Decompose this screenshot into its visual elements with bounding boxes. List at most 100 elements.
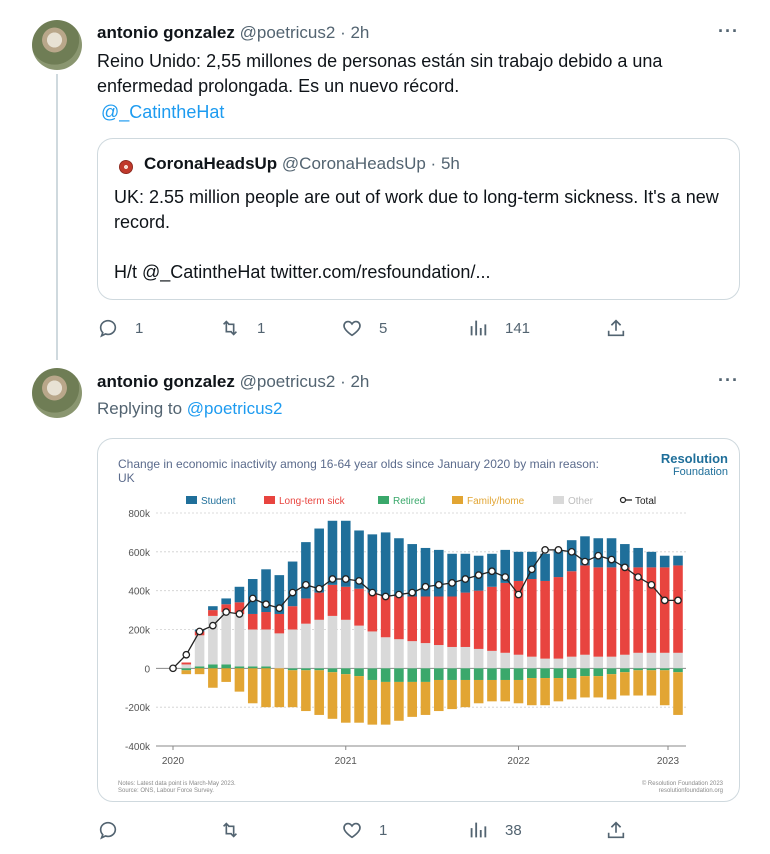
reply-button[interactable]: 1 [97,316,143,340]
bar-long-term-sick [527,579,537,657]
author-handle[interactable]: @poetricus2 [239,23,336,42]
x-tick-label: 2020 [162,756,185,767]
bar-other [287,629,298,669]
x-tick-label: 2022 [507,756,530,767]
bar-other [460,646,471,669]
tweet-text: Reino Unido: 2,55 millones de personas e… [97,49,727,99]
total-point [315,584,324,593]
bar-long-term-sick [354,588,364,626]
like-button[interactable]: 5 [341,316,387,340]
legend-swatch [264,496,275,504]
bar-other [367,631,378,669]
like-button[interactable]: 1 [341,818,387,842]
bar-family-home [247,668,258,704]
share-button[interactable] [605,316,643,340]
retweet-button[interactable]: 1 [219,316,265,340]
bar-family-home [194,668,205,675]
bar-student [407,544,417,597]
bar-family-home [274,668,285,708]
retweet-button[interactable] [219,818,257,842]
total-point [262,600,270,609]
bar-long-term-sick [646,567,657,653]
timestamp[interactable]: 2h [350,372,370,391]
more-options-icon[interactable]: ··· [718,370,739,390]
bar-student [513,551,524,581]
bar-retired [553,668,564,679]
views-button[interactable]: 141 [467,316,530,340]
bar-family-home [500,679,511,702]
chart-image[interactable]: Change in economic inactivity among 16-6… [97,438,740,802]
quoted-tweet[interactable]: CoronaHeadsUp @CoronaHeadsUp · 5h UK: 2.… [97,138,740,300]
bar-other [340,619,351,669]
chart-credit-url: resolutionfoundation.org [659,788,723,794]
author-name[interactable]: antonio gonzalez [97,23,235,42]
retweet-icon [222,320,238,336]
bar-other [301,623,311,669]
bar-retired [513,668,524,680]
bar-long-term-sick [673,565,683,653]
bar-retired [540,668,550,679]
bar-retired [340,668,351,675]
bar-student [340,520,351,587]
share-button[interactable] [605,818,643,842]
replying-handle-link[interactable]: @poetricus2 [186,399,283,418]
avatar[interactable] [32,368,82,418]
bar-long-term-sick [380,596,391,638]
bar-family-home [208,668,218,688]
reply-button[interactable] [97,818,135,842]
y-tick-label: 400k [128,587,151,598]
bar-retired [673,668,683,673]
total-point [288,588,297,597]
x-tick-label: 2021 [335,756,358,767]
bar-retired [287,668,298,671]
bar-student [434,549,444,597]
bar-family-home [659,670,670,706]
bar-student [367,534,378,593]
timestamp[interactable]: 2h [350,23,370,42]
chart-title-line-2: UK [118,471,135,485]
tweet-header: antonio gonzalez @poetricus2 · 2h [97,23,369,43]
bar-student [566,540,577,572]
bar-student [301,542,311,599]
bar-student [327,520,338,585]
y-tick-label: -200k [125,703,151,714]
bar-family-home [553,678,564,702]
bar-student [234,586,245,603]
views-button[interactable]: 38 [467,818,522,842]
bar-family-home [380,681,391,725]
bar-long-term-sick [221,604,231,613]
bar-student [620,544,630,568]
bar-student [540,553,550,581]
total-point [434,580,443,589]
bar-family-home [234,668,245,692]
bar-retired [606,668,617,675]
bar-long-term-sick [340,586,351,620]
chart-note: Notes: Latest data point is March-May 20… [118,781,236,787]
view-count: 141 [505,319,531,337]
action-bar: 1 1 5 141 [97,316,637,340]
total-point [302,580,310,589]
legend-label: Student [201,496,236,507]
bar-family-home [394,681,404,721]
bar-family-home [646,670,657,696]
mention-link[interactable]: @_CatintheHat [101,102,225,122]
total-point [634,573,642,581]
legend-label: Family/home [467,496,525,507]
bar-other [659,652,670,669]
avatar[interactable] [32,20,82,70]
bar-long-term-sick [553,577,564,659]
author-handle[interactable]: @poetricus2 [239,372,336,391]
bar-student [314,528,324,593]
separator-dot: · [430,154,437,173]
bar-retired [659,668,670,671]
total-point [381,592,390,601]
total-point [408,588,417,597]
bar-retired [407,668,417,682]
bar-family-home [606,674,617,700]
bar-long-term-sick [500,582,511,653]
chart-axis: 800k 600k 400k 200k 0 -200k -400k 2020 2021 2022 2… [125,509,686,767]
legend-marker-total [619,496,627,504]
bar-retired [473,668,484,680]
more-options-icon[interactable]: ··· [718,21,739,41]
author-name[interactable]: antonio gonzalez [97,372,235,391]
